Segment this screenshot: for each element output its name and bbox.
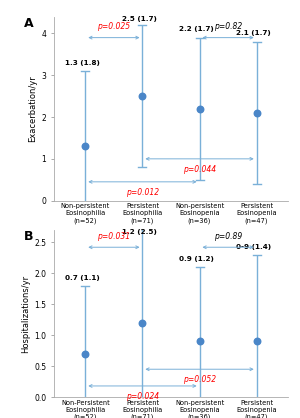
- Text: 2.5 (1.7): 2.5 (1.7): [122, 16, 157, 22]
- Point: [140, 93, 145, 99]
- Text: 2.2 (1.7): 2.2 (1.7): [179, 26, 214, 32]
- Text: p=0.025: p=0.025: [98, 22, 130, 31]
- Text: p=0.82: p=0.82: [214, 22, 242, 31]
- Text: p=0.012: p=0.012: [126, 188, 159, 197]
- Text: 0.7 (1.1): 0.7 (1.1): [65, 275, 100, 280]
- Text: 1.3 (1.8): 1.3 (1.8): [65, 59, 100, 66]
- Text: p=0.024: p=0.024: [126, 392, 159, 401]
- Text: 0-9 (1.4): 0-9 (1.4): [236, 244, 271, 250]
- Text: p=0.044: p=0.044: [183, 165, 216, 174]
- Text: p=0.89: p=0.89: [214, 232, 242, 241]
- Text: A: A: [24, 17, 33, 30]
- Point: [83, 350, 88, 357]
- Y-axis label: Exacerbation/yr: Exacerbation/yr: [28, 75, 37, 142]
- Point: [197, 338, 202, 345]
- Point: [254, 110, 259, 116]
- Text: p=0.031: p=0.031: [98, 232, 130, 241]
- Text: 2.1 (1.7): 2.1 (1.7): [236, 30, 271, 36]
- Text: 1.2 (2.5): 1.2 (2.5): [122, 229, 157, 235]
- Point: [140, 319, 145, 326]
- Text: 0.9 (1.2): 0.9 (1.2): [179, 256, 214, 262]
- Text: p=0.052: p=0.052: [183, 375, 216, 384]
- Point: [254, 338, 259, 345]
- Point: [83, 143, 88, 150]
- Point: [197, 105, 202, 112]
- Y-axis label: Hospitalizations/yr: Hospitalizations/yr: [21, 275, 30, 352]
- Text: B: B: [24, 230, 33, 243]
